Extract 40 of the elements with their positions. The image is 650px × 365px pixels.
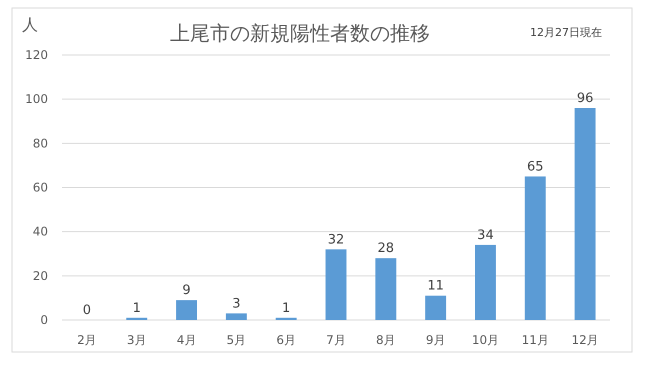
- bar: [326, 249, 346, 320]
- y-tick-label: 60: [32, 180, 48, 194]
- x-tick-label: 5月: [226, 333, 246, 347]
- data-label: 1: [132, 300, 141, 316]
- text: 12月27日現在: [530, 26, 602, 39]
- y-tick-label: 40: [32, 224, 48, 239]
- x-tick-label: 11月: [522, 333, 549, 347]
- x-tick-label: 6月: [276, 333, 296, 347]
- bar: [574, 108, 596, 320]
- bar: [524, 176, 546, 320]
- data-label: 1: [282, 300, 290, 316]
- x-tick-label: 12月: [571, 333, 599, 347]
- y-tick-label: 80: [32, 136, 48, 150]
- y-axis-title: 人: [22, 15, 38, 34]
- x-tick-label: 8月: [376, 333, 396, 347]
- y-tick-label: 0: [40, 313, 48, 327]
- y-tick-label: 20: [32, 268, 48, 283]
- x-tick-label: 7月: [326, 333, 346, 347]
- data-label: 65: [527, 159, 544, 174]
- chart-title: 上尾市の新規陽性者数の推移: [170, 21, 430, 45]
- x-tick-label: 9月: [426, 333, 446, 347]
- data-label: 96: [576, 91, 594, 106]
- data-label: 9: [182, 283, 191, 298]
- bar: [375, 258, 396, 320]
- bar: [176, 300, 198, 320]
- x-tick-label: 10月: [472, 333, 500, 347]
- bar: [425, 296, 446, 320]
- data-label: 0: [82, 303, 92, 318]
- x-tick-label: 3月: [126, 333, 147, 347]
- x-tick-label: 2月: [77, 333, 97, 347]
- bar: [474, 244, 496, 320]
- data-label: 3: [232, 296, 241, 312]
- bar: [226, 313, 247, 320]
- data-label: 32: [328, 232, 344, 248]
- data-label: 28: [378, 241, 394, 256]
- data-label: 34: [477, 228, 494, 243]
- x-tick-label: 4月: [176, 333, 196, 347]
- y-tick-label: 120: [25, 48, 48, 62]
- y-tick-label: 100: [25, 92, 48, 106]
- data-label: 11: [427, 278, 444, 294]
